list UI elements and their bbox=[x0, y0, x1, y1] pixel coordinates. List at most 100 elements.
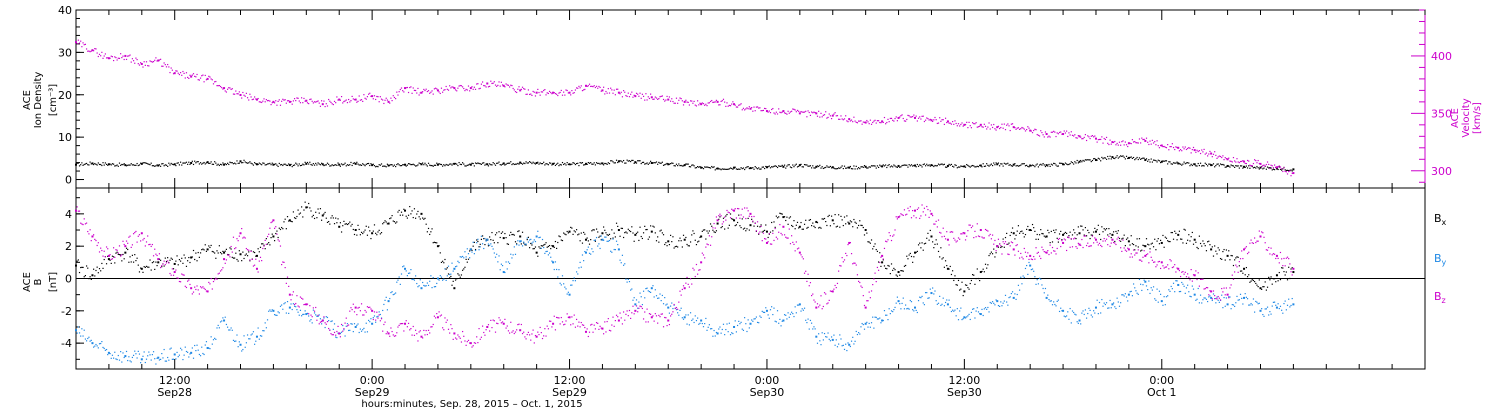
velocity-sample bbox=[310, 99, 311, 100]
density-sample bbox=[401, 165, 402, 166]
velocity-point bbox=[782, 110, 784, 112]
bx-sample bbox=[1012, 227, 1013, 228]
bx-sample bbox=[1269, 279, 1270, 280]
velocity-sample bbox=[885, 123, 886, 124]
velocity-sample bbox=[802, 111, 803, 112]
bx-sample bbox=[1017, 231, 1018, 232]
density-sample bbox=[852, 168, 853, 169]
bz-sample bbox=[426, 330, 427, 331]
velocity-sample bbox=[353, 98, 354, 99]
velocity-axis-title: ACEVelocity bbox=[1450, 98, 1472, 137]
bz-sample bbox=[695, 276, 696, 277]
velocity-sample bbox=[557, 95, 558, 96]
bz-point bbox=[371, 310, 373, 312]
by-sample bbox=[625, 279, 626, 280]
by-sample bbox=[871, 322, 872, 323]
by-sample bbox=[906, 308, 907, 309]
density-point bbox=[338, 164, 340, 166]
velocity-sample bbox=[415, 90, 416, 91]
bz-sample bbox=[440, 315, 441, 316]
velocity-sample bbox=[1256, 162, 1257, 163]
by-sample bbox=[319, 314, 320, 315]
by-sample bbox=[162, 357, 163, 358]
by-sample bbox=[757, 322, 758, 323]
velocity-sample bbox=[784, 112, 785, 113]
by-sample bbox=[356, 325, 357, 326]
density-sample bbox=[411, 164, 412, 165]
density-sample bbox=[819, 165, 820, 166]
density-sample bbox=[185, 162, 186, 163]
density-sample bbox=[709, 167, 710, 168]
bz-sample bbox=[94, 239, 95, 240]
by-sample bbox=[281, 304, 282, 305]
bz-sample bbox=[649, 313, 650, 314]
bz-sample bbox=[326, 324, 327, 325]
by-sample bbox=[1171, 286, 1172, 287]
by-sample bbox=[478, 249, 479, 250]
bx-sample bbox=[129, 256, 130, 257]
bx-sample bbox=[689, 245, 690, 246]
velocity-sample bbox=[899, 116, 900, 117]
by-sample bbox=[937, 304, 938, 305]
bz-sample bbox=[809, 285, 810, 286]
density-sample bbox=[1162, 160, 1163, 161]
bx-sample bbox=[319, 213, 320, 214]
bz-sample bbox=[447, 320, 448, 321]
density-sample bbox=[1186, 162, 1187, 163]
bx-sample bbox=[462, 270, 463, 271]
bz-sample bbox=[951, 231, 952, 232]
bz-sample bbox=[726, 210, 727, 211]
bz-sample bbox=[612, 317, 613, 318]
density-sample bbox=[748, 166, 749, 167]
bz-sample bbox=[142, 239, 143, 240]
bz-sample bbox=[950, 232, 951, 233]
by-sample bbox=[1082, 310, 1083, 311]
density-sample bbox=[149, 164, 150, 165]
bx-sample bbox=[440, 252, 441, 253]
bx-sample bbox=[854, 222, 855, 223]
bx-sample bbox=[1272, 284, 1273, 285]
velocity-sample bbox=[876, 122, 877, 123]
bz-sample bbox=[153, 255, 154, 256]
bz-sample bbox=[583, 325, 584, 326]
velocity-point bbox=[717, 101, 719, 103]
by-sample bbox=[97, 345, 98, 346]
velocity-sample bbox=[451, 86, 452, 87]
by-sample bbox=[706, 330, 707, 331]
bx-sample bbox=[99, 268, 100, 269]
bz-sample bbox=[658, 315, 659, 316]
density-sample bbox=[1012, 166, 1013, 167]
density-sample bbox=[1007, 163, 1008, 164]
density-sample bbox=[399, 164, 400, 165]
bz-sample bbox=[172, 268, 173, 269]
velocity-sample bbox=[407, 87, 408, 88]
by-sample bbox=[440, 275, 441, 276]
by-sample bbox=[460, 256, 461, 257]
bz-sample bbox=[773, 240, 774, 241]
density-sample bbox=[139, 164, 140, 165]
bx-sample bbox=[804, 224, 805, 225]
velocity-sample bbox=[993, 124, 994, 125]
velocity-sample bbox=[176, 71, 177, 72]
velocity-sample bbox=[1120, 145, 1121, 146]
bx-sample bbox=[1253, 280, 1254, 281]
density-sample bbox=[319, 163, 320, 164]
bz-sample bbox=[792, 242, 793, 243]
velocity-sample bbox=[1012, 123, 1013, 124]
bz-sample bbox=[383, 324, 384, 325]
by-sample bbox=[155, 363, 156, 364]
velocity-sample bbox=[137, 59, 138, 60]
bx-sample bbox=[857, 227, 858, 228]
velocity-sample bbox=[1060, 131, 1061, 132]
density-sample bbox=[704, 166, 705, 167]
bx-sample bbox=[297, 209, 298, 210]
bz-sample bbox=[396, 332, 397, 333]
bz-sample bbox=[923, 211, 924, 212]
bz-sample bbox=[511, 332, 512, 333]
by-point bbox=[930, 292, 932, 294]
density-sample bbox=[1281, 170, 1282, 171]
by-sample bbox=[804, 308, 805, 309]
bx-sample bbox=[771, 222, 772, 223]
velocity-sample bbox=[389, 103, 390, 104]
density-sample bbox=[1085, 159, 1086, 160]
